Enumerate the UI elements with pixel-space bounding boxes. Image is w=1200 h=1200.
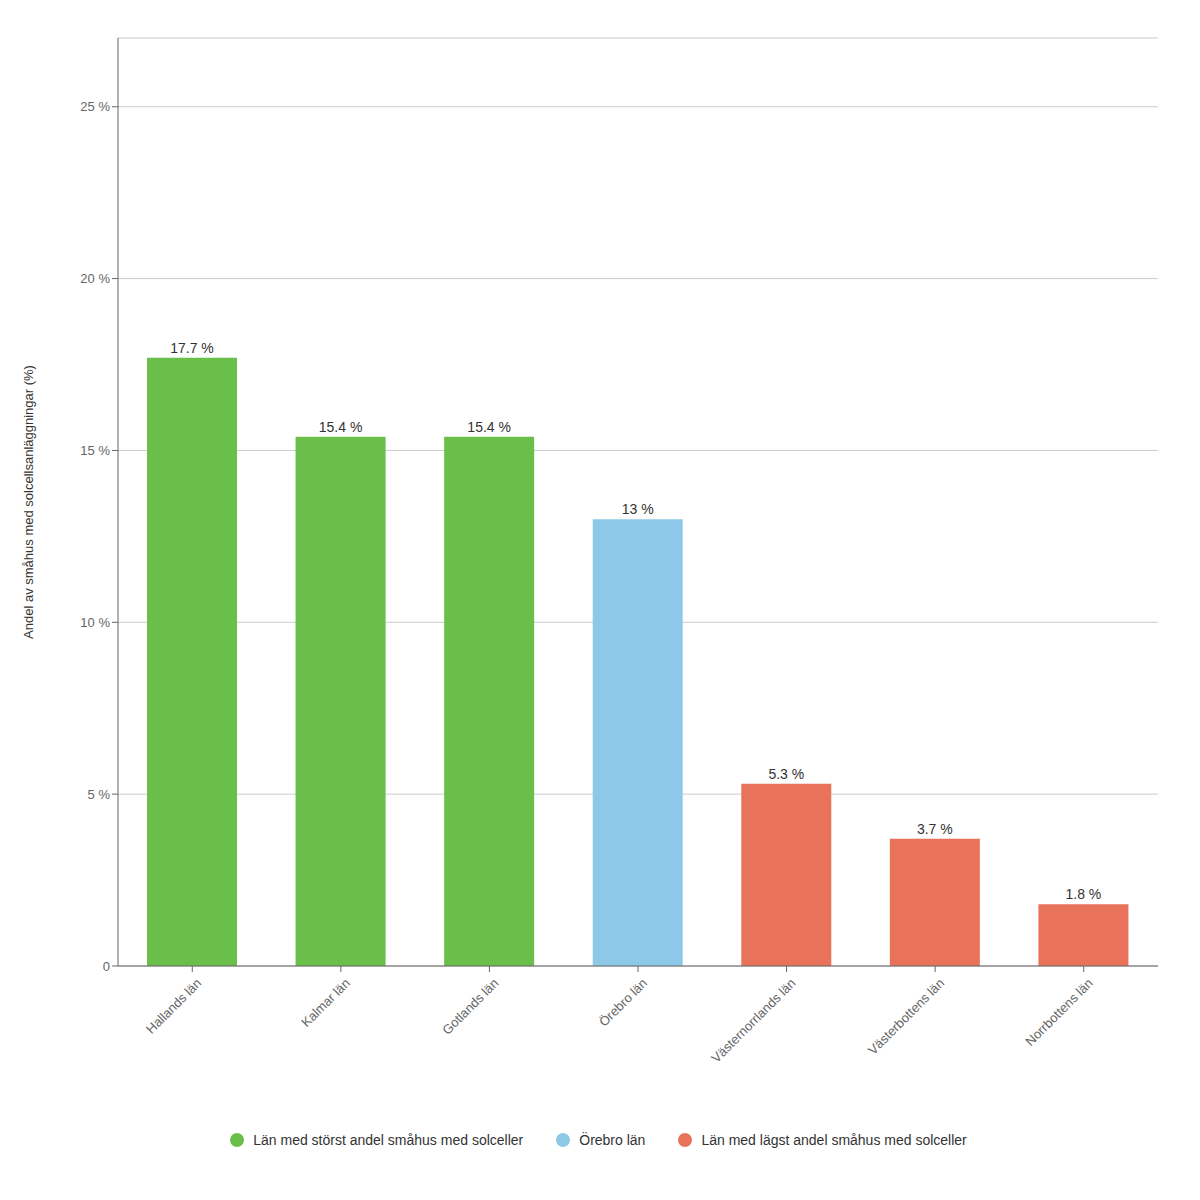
html-text:Län med störst andel småhus me: Län med störst andel småhus med solcelle… bbox=[253, 1132, 524, 1148]
svg-text:10 %: 10 % bbox=[80, 615, 110, 630]
svg-text:1.8 %: 1.8 % bbox=[1066, 886, 1102, 902]
svg-text:15.4 %: 15.4 % bbox=[319, 419, 363, 435]
svg-text:Andel av småhus med solcellsan: Andel av småhus med solcellsanläggningar… bbox=[21, 365, 36, 639]
svg-text:25 %: 25 % bbox=[80, 99, 110, 114]
svg-text:0: 0 bbox=[103, 959, 110, 974]
svg-text:Västerbottens län: Västerbottens län bbox=[865, 975, 947, 1057]
svg-text:Västernorrlands län: Västernorrlands län bbox=[708, 975, 798, 1065]
svg-text:Hallands län: Hallands län bbox=[143, 975, 204, 1036]
svg-text:Örebro län: Örebro län bbox=[596, 975, 650, 1029]
svg-text:3.7 %: 3.7 % bbox=[917, 821, 953, 837]
svg-text:13 %: 13 % bbox=[622, 501, 654, 517]
svg-text:15 %: 15 % bbox=[80, 443, 110, 458]
svg-text:5 %: 5 % bbox=[88, 787, 111, 802]
svg-text:Gotlands län: Gotlands län bbox=[439, 975, 501, 1037]
html-text:Län med lägst andel småhus med: Län med lägst andel småhus med solceller bbox=[701, 1132, 967, 1148]
svg-text:15.4 %: 15.4 % bbox=[467, 419, 511, 435]
svg-text:17.7 %: 17.7 % bbox=[170, 340, 214, 356]
svg-text:Norrbottens län: Norrbottens län bbox=[1022, 975, 1095, 1048]
html-text:Örebro län: Örebro län bbox=[579, 1132, 646, 1148]
svg-text:20 %: 20 % bbox=[80, 271, 110, 286]
svg-text:5.3 %: 5.3 % bbox=[768, 766, 804, 782]
svg-text:Kalmar län: Kalmar län bbox=[298, 975, 353, 1030]
